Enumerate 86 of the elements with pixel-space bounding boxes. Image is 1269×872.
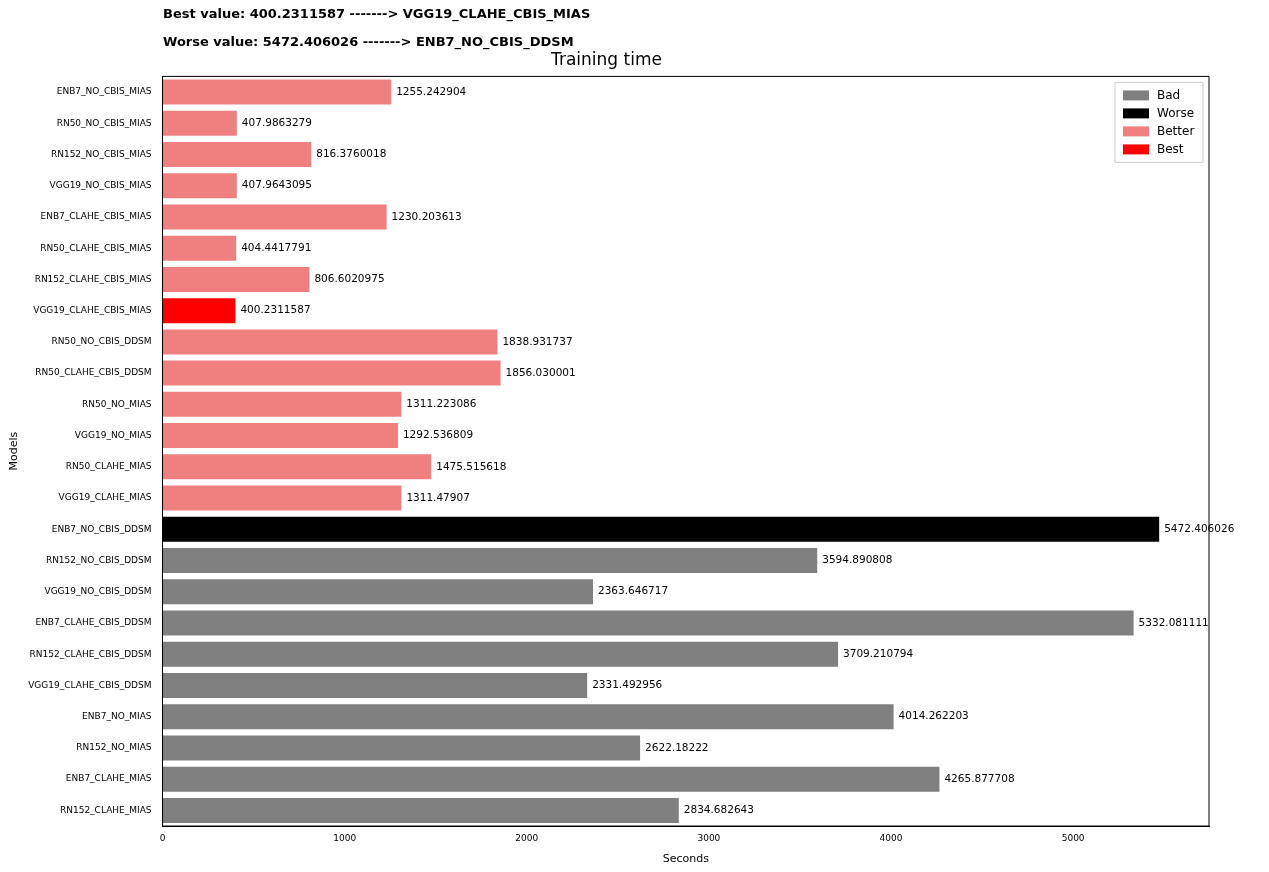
- data-label: 2363.646717: [598, 584, 669, 597]
- bar: [162, 235, 237, 261]
- y-tick-label: RN50_CLAHE_CBIS_DDSM: [35, 367, 152, 378]
- data-label: 407.9863279: [241, 115, 312, 128]
- legend-label: Better: [1157, 123, 1195, 138]
- data-label: 1475.515618: [436, 459, 507, 472]
- chart-title: Training time: [550, 48, 662, 69]
- data-label: 1311.223086: [406, 397, 477, 410]
- y-tick-label: VGG19_CLAHE_CBIS_MIAS: [33, 304, 152, 315]
- y-tick-label: RN50_CLAHE_CBIS_MIAS: [40, 242, 152, 253]
- bar: [162, 423, 398, 449]
- y-tick-label: RN50_NO_CBIS_MIAS: [56, 117, 152, 128]
- y-tick-label: RN152_NO_MIAS: [76, 742, 152, 753]
- bar: [162, 485, 402, 511]
- bar: [162, 766, 940, 792]
- data-label: 3709.210794: [843, 646, 914, 659]
- y-tick-label: ENB7_CLAHE_MIAS: [65, 773, 152, 784]
- y-tick-label: ENB7_CLAHE_CBIS_DDSM: [35, 617, 152, 628]
- bar: [162, 797, 679, 823]
- bar: [162, 173, 237, 199]
- y-tick-label: ENB7_CLAHE_CBIS_MIAS: [40, 211, 152, 222]
- data-label: 1838.931737: [502, 334, 573, 347]
- data-label: 5332.081111: [1138, 615, 1209, 628]
- bar: [162, 610, 1134, 636]
- y-tick-label: RN152_CLAHE_CBIS_MIAS: [34, 273, 152, 284]
- y-axis-title: Models: [7, 431, 21, 471]
- data-label: 400.2311587: [240, 303, 311, 316]
- text: Worse value: 5472.406026 -------> ENB7_NO_CBIS_DDSM: [163, 34, 574, 51]
- data-label: 1311.47907: [406, 490, 470, 503]
- bar: [162, 735, 641, 761]
- y-tick-label: RN152_CLAHE_MIAS: [59, 804, 152, 815]
- legend-label: Bad: [1157, 87, 1181, 102]
- y-tick-label: VGG19_NO_CBIS_MIAS: [49, 180, 152, 191]
- bar: [162, 704, 894, 730]
- y-tick-label: VGG19_NO_MIAS: [74, 429, 152, 440]
- y-tick-label: RN50_NO_MIAS: [81, 398, 152, 409]
- data-label: 4265.877708: [944, 771, 1015, 784]
- bar: [162, 266, 310, 292]
- bar: [162, 298, 236, 324]
- y-tick-label: ENB7_NO_CBIS_MIAS: [56, 86, 152, 97]
- data-label: 3594.890808: [822, 553, 893, 566]
- data-label: 1292.536809: [402, 428, 474, 441]
- legend-label: Best: [1157, 141, 1184, 156]
- y-tick-label: ENB7_NO_CBIS_DDSM: [51, 523, 152, 534]
- x-tick-label: 5000: [1061, 832, 1085, 843]
- data-label: 2331.492956: [592, 678, 663, 691]
- data-label: 2834.682643: [683, 803, 754, 816]
- data-label: 1230.203613: [391, 209, 462, 222]
- x-tick-label: 0: [159, 832, 166, 843]
- x-tick-label: 4000: [879, 832, 903, 843]
- y-tick-label: ENB7_NO_MIAS: [82, 711, 152, 722]
- bar: [162, 110, 237, 136]
- data-label: 407.9643095: [241, 178, 312, 191]
- data-label: 1856.030001: [505, 365, 576, 378]
- bar: [162, 204, 387, 230]
- bar: [162, 579, 594, 605]
- x-tick-label: 2000: [515, 832, 539, 843]
- data-label: 806.6020975: [314, 272, 385, 285]
- data-label: 4014.262203: [898, 709, 969, 722]
- bar: [162, 672, 588, 698]
- data-label: 5472.406026: [1164, 522, 1235, 535]
- text: Best value: 400.2311587 -------> VGG19_CLAHE_CBIS_MIAS: [163, 6, 591, 23]
- data-label: 2622.18222: [645, 740, 709, 753]
- data-label: 816.3760018: [316, 147, 387, 160]
- bar: [162, 329, 498, 355]
- data-label: 1255.242904: [396, 84, 467, 97]
- x-tick-label: 1000: [333, 832, 357, 843]
- y-tick-label: VGG19_NO_CBIS_DDSM: [44, 586, 152, 597]
- y-tick-label: RN152_NO_CBIS_MIAS: [50, 148, 152, 159]
- bar: [162, 454, 432, 480]
- bar: [162, 360, 501, 386]
- bar: [162, 641, 839, 667]
- y-tick-label: RN152_NO_CBIS_DDSM: [45, 554, 152, 565]
- bar: [162, 391, 402, 417]
- x-tick-label: 3000: [697, 832, 721, 843]
- bar: [162, 141, 312, 167]
- y-tick-label: VGG19_CLAHE_CBIS_DDSM: [28, 679, 152, 690]
- bar: [162, 79, 392, 105]
- x-axis-title: Seconds: [662, 852, 710, 866]
- data-label: 404.4417791: [241, 240, 312, 253]
- legend-label: Worse: [1157, 105, 1195, 120]
- y-tick-label: RN50_CLAHE_MIAS: [65, 461, 152, 472]
- y-tick-label: VGG19_CLAHE_MIAS: [58, 492, 152, 503]
- bar: [162, 548, 818, 574]
- y-tick-label: RN152_CLAHE_CBIS_DDSM: [29, 648, 152, 659]
- y-tick-label: RN50_NO_CBIS_DDSM: [51, 336, 152, 347]
